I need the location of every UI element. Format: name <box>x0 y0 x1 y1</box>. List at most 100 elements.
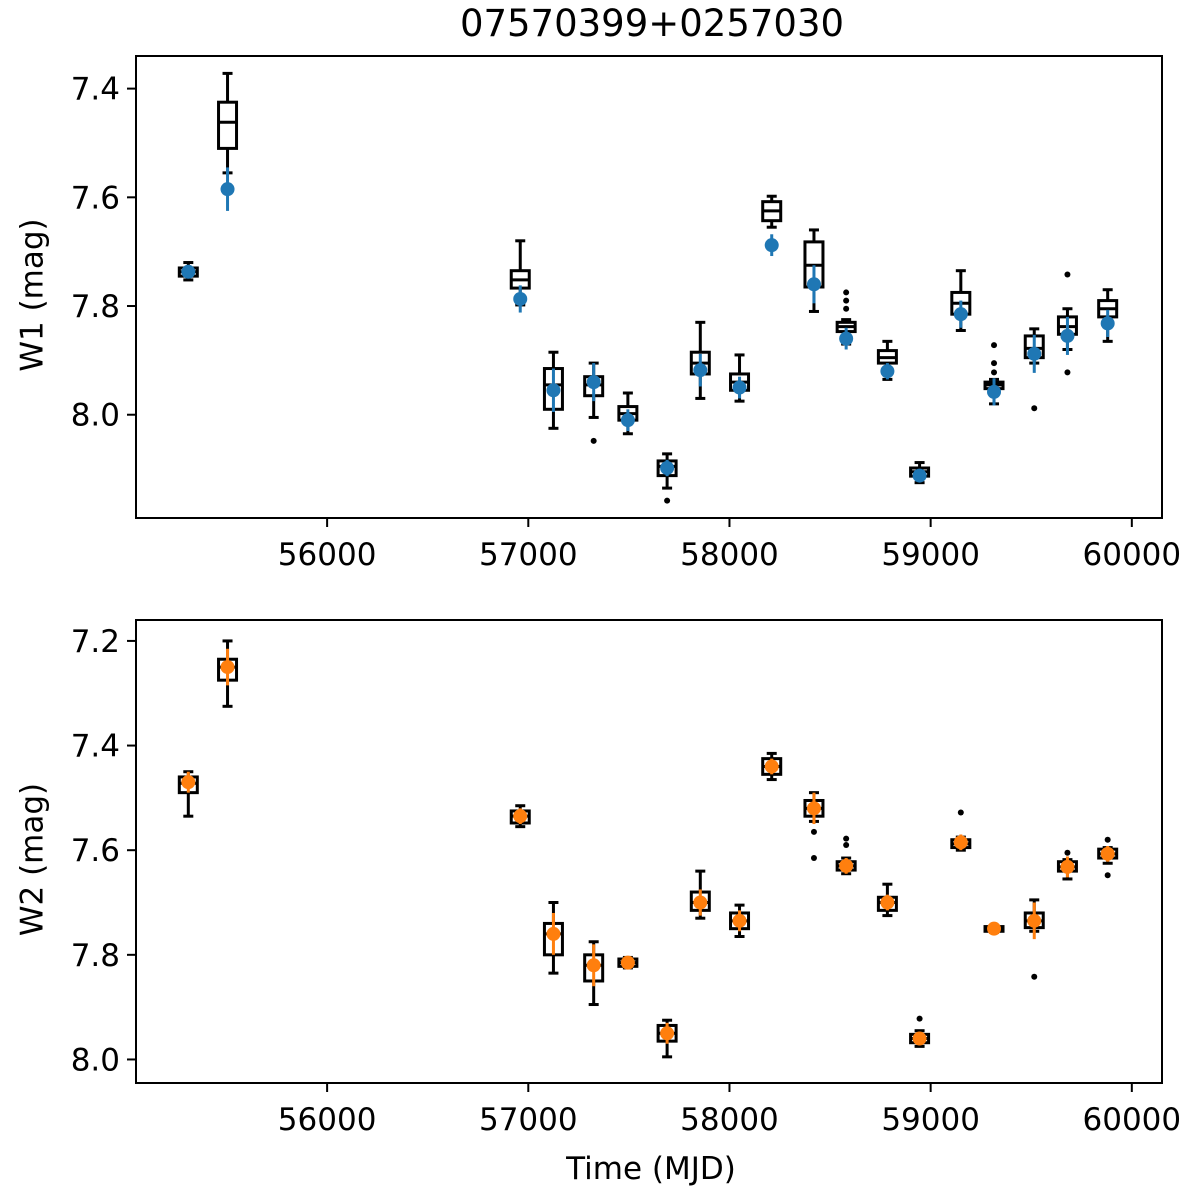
data-marker <box>1060 328 1075 343</box>
data-marker <box>880 364 895 379</box>
data-point-12 <box>880 894 895 911</box>
data-point-5 <box>620 409 635 432</box>
box-flier <box>810 828 817 835</box>
figure-title: 07570399+0257030 <box>460 2 844 45</box>
axes-frame <box>135 619 1163 1084</box>
data-marker <box>1027 913 1042 928</box>
axes-frame <box>135 55 1163 519</box>
data-marker <box>181 775 196 790</box>
data-marker <box>806 277 821 292</box>
data-point-3 <box>546 368 561 413</box>
data-point-1 <box>220 648 235 686</box>
box-1 <box>217 71 239 175</box>
data-marker <box>912 468 927 483</box>
box-flier <box>843 841 850 848</box>
data-marker <box>693 895 708 910</box>
data-point-15 <box>987 378 1002 406</box>
data-point-18 <box>1100 846 1115 862</box>
box-flier <box>957 809 964 816</box>
box-flier <box>991 369 998 376</box>
box-flier <box>1031 973 1038 980</box>
y-tick-label: 8.0 <box>71 1042 120 1078</box>
data-marker <box>880 895 895 910</box>
y-tick-label: 7.6 <box>71 180 120 216</box>
data-marker <box>953 307 968 322</box>
data-marker <box>953 835 968 850</box>
data-point-6 <box>660 459 675 477</box>
y-tick-label: 7.4 <box>71 729 120 765</box>
box-9 <box>761 194 783 229</box>
y-axis-label: W1 (mag) <box>15 218 51 371</box>
x-tick-label: 59000 <box>881 1102 980 1138</box>
data-marker <box>1027 346 1042 361</box>
data-marker <box>987 384 1002 399</box>
data-marker <box>546 383 561 398</box>
data-point-5 <box>620 955 635 970</box>
data-marker <box>764 759 779 774</box>
y-tick-label: 7.4 <box>71 72 120 108</box>
data-point-10 <box>806 265 821 304</box>
data-marker <box>839 331 854 346</box>
box-flier <box>810 855 817 862</box>
data-point-12 <box>880 363 895 380</box>
data-marker <box>764 238 779 253</box>
x-tick-label: 58000 <box>680 537 779 573</box>
data-marker <box>620 413 635 428</box>
data-marker <box>620 955 635 970</box>
data-marker <box>1100 316 1115 331</box>
data-point-13 <box>912 1031 927 1046</box>
box-iqr <box>217 100 239 150</box>
box-flier <box>1104 836 1111 843</box>
panel-w1: 56000 57000 58000 59000 60000 7.4 7.6 7.8 8.0 W1 … <box>15 55 1182 573</box>
box-flier <box>843 305 850 312</box>
data-marker <box>839 858 854 873</box>
box-flier <box>843 289 850 296</box>
data-point-0 <box>181 771 196 793</box>
data-marker <box>660 1026 675 1041</box>
data-marker <box>513 809 528 824</box>
data-point-17 <box>1060 316 1075 355</box>
data-marker <box>693 363 708 378</box>
box-flier <box>1064 369 1071 376</box>
x-tick-label: 58000 <box>680 1102 779 1138</box>
data-point-15 <box>987 921 1002 936</box>
box-flier <box>1104 872 1111 879</box>
box-flier <box>916 1015 923 1022</box>
box-flier <box>991 360 998 367</box>
y-tick-label: 7.8 <box>71 289 120 325</box>
y-tick-label: 8.0 <box>71 398 120 434</box>
data-point-16 <box>1027 902 1042 940</box>
x-tick-label: 57000 <box>479 1102 578 1138</box>
data-point-14 <box>953 300 968 328</box>
data-point-16 <box>1027 334 1042 373</box>
data-point-9 <box>764 758 779 775</box>
data-point-2 <box>513 808 528 825</box>
data-point-4 <box>586 944 601 987</box>
data-marker <box>513 291 528 306</box>
data-point-0 <box>181 264 196 279</box>
y-tick-label: 7.6 <box>71 833 120 869</box>
data-point-11 <box>839 858 854 874</box>
data-point-7 <box>693 353 708 387</box>
box-flier <box>991 342 998 349</box>
data-marker <box>220 182 235 197</box>
data-point-1 <box>220 167 235 211</box>
box-flier <box>1064 271 1071 278</box>
x-tick-label: 56000 <box>278 1102 377 1138</box>
data-point-14 <box>953 834 968 851</box>
data-point-6 <box>660 1022 675 1044</box>
data-marker <box>806 801 821 816</box>
data-point-3 <box>546 912 561 955</box>
x-tick-label: 60000 <box>1083 537 1182 573</box>
data-point-18 <box>1100 309 1115 338</box>
box-flier <box>590 437 597 444</box>
box-flier <box>664 497 671 504</box>
box-flier <box>843 297 850 304</box>
box-flier <box>843 835 850 842</box>
data-point-17 <box>1060 856 1075 878</box>
data-marker <box>987 921 1002 936</box>
data-point-8 <box>732 376 747 399</box>
data-point-10 <box>806 792 821 825</box>
box-flier <box>1031 405 1038 412</box>
